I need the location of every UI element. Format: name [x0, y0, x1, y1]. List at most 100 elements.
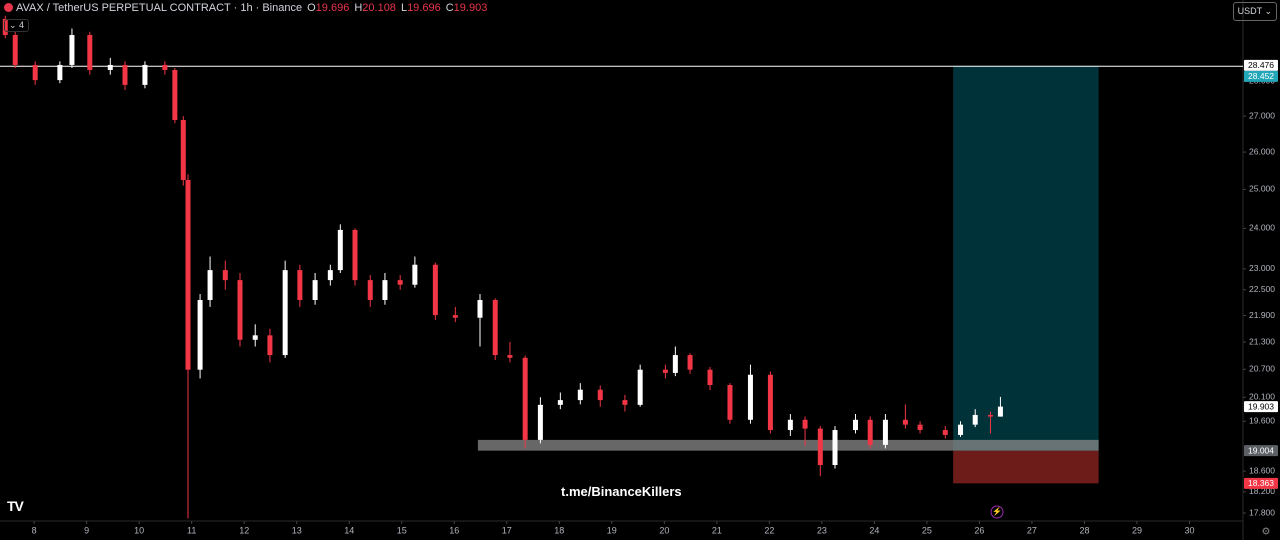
- x-tick-label: 11: [187, 525, 196, 535]
- candle-body: [557, 400, 563, 405]
- candle-body: [352, 229, 358, 281]
- candle: [397, 275, 403, 290]
- candle-body: [327, 270, 333, 281]
- price-label-box: [1244, 59, 1278, 71]
- candle: [537, 397, 543, 444]
- candle: [297, 264, 303, 307]
- zone: [953, 450, 1099, 484]
- y-tick-label: 17.800: [1249, 507, 1275, 517]
- candle-body: [107, 64, 113, 70]
- candle: [122, 61, 128, 91]
- zone: [477, 439, 1099, 451]
- indicator-toggle[interactable]: ⌄ 4: [4, 19, 30, 32]
- x-tick-label: 12: [239, 525, 249, 535]
- x-tick-label: 16: [449, 525, 459, 535]
- candle: [767, 371, 773, 434]
- x-tick-label: 27: [1027, 525, 1037, 535]
- y-tick-label: 19.600: [1249, 415, 1275, 425]
- candle: [972, 409, 978, 428]
- candle-body: [662, 369, 668, 373]
- y-tick-label: 21.900: [1249, 310, 1275, 320]
- candle-body: [832, 430, 838, 466]
- candle-body: [142, 64, 148, 85]
- candle: [477, 294, 483, 347]
- x-tick-label: 24: [869, 525, 879, 535]
- candle: [142, 61, 148, 89]
- candle: [12, 31, 18, 68]
- candle: [958, 421, 964, 437]
- price-label: 19.004: [1248, 445, 1274, 455]
- candle-body: [337, 229, 343, 271]
- x-tick-label: 30: [1184, 525, 1194, 535]
- x-tick-label: 21: [712, 525, 722, 535]
- candle: [452, 306, 458, 323]
- candle-body: [537, 404, 543, 440]
- candle: [337, 224, 343, 274]
- candle: [637, 364, 643, 407]
- symbol-icon: [4, 3, 13, 12]
- candle-body: [997, 406, 1003, 417]
- candle: [727, 383, 733, 424]
- candle-body: [787, 419, 793, 431]
- candle-body: [747, 374, 753, 420]
- x-tick-label: 28: [1079, 525, 1089, 535]
- y-tick-label: 23.000: [1249, 263, 1275, 273]
- candle: [352, 228, 358, 286]
- x-tick-label: 14: [344, 525, 354, 535]
- candle: [237, 273, 243, 347]
- candle-body: [522, 357, 528, 440]
- candle: [557, 392, 563, 410]
- ohlc: O19.696 H20.108 L19.696 C19.903: [302, 2, 487, 14]
- candle: [32, 61, 38, 85]
- candle: [942, 426, 948, 439]
- ohlc-key: L: [400, 2, 408, 14]
- candle: [367, 275, 373, 307]
- candle: [902, 404, 908, 429]
- candle-body: [282, 270, 288, 356]
- x-tick-label: 29: [1132, 525, 1142, 535]
- candle-body: [672, 355, 678, 373]
- candle-body: [802, 419, 808, 429]
- candle: [987, 411, 993, 434]
- x-tick-label: 19: [607, 525, 617, 535]
- candle-body: [312, 280, 318, 301]
- candle: [412, 256, 418, 288]
- ohlc-value: 20.108: [362, 2, 396, 14]
- candle-body: [707, 369, 713, 386]
- candle-body: [367, 280, 373, 301]
- price-label-box: [1244, 401, 1278, 413]
- settings-icon[interactable]: ⚙: [1262, 527, 1271, 538]
- candle: [222, 260, 228, 290]
- event-icon[interactable]: [990, 505, 1004, 519]
- candle: [185, 174, 191, 519]
- y-tick-label: 27.000: [1249, 110, 1275, 120]
- candle-body: [637, 369, 643, 405]
- candle: [747, 364, 753, 424]
- symbol: AVAX / TetherUS PERPETUAL CONTRACT · 1h …: [16, 2, 303, 14]
- y-tick-label: 26.000: [1249, 146, 1275, 156]
- candle-body: [172, 69, 178, 121]
- candle-body: [297, 270, 303, 301]
- y-tick-label: 18.600: [1249, 465, 1275, 475]
- candle: [522, 355, 528, 449]
- x-tick-label: 22: [764, 525, 774, 535]
- candle-body: [207, 270, 213, 301]
- zone: [953, 66, 1099, 451]
- candle: [817, 426, 823, 477]
- candle-body: [597, 389, 603, 401]
- candle: [492, 298, 498, 361]
- candle-body: [397, 280, 403, 285]
- currency-select[interactable]: USDT ⌄: [1232, 2, 1277, 21]
- candle-body: [162, 64, 168, 70]
- event-icon-glyph: ⚡: [992, 506, 1002, 516]
- price-label: 18.363: [1248, 478, 1274, 488]
- candle: [687, 353, 693, 374]
- x-tick-label: 17: [502, 525, 512, 535]
- plot-area: [0, 15, 1243, 519]
- price-label-box: [1244, 70, 1278, 82]
- candle-body: [412, 264, 418, 285]
- candle-body: [942, 430, 948, 435]
- candle: [672, 346, 678, 377]
- x-tick-label: 18: [554, 525, 564, 535]
- watermark: t.me/BinanceKillers: [561, 484, 682, 499]
